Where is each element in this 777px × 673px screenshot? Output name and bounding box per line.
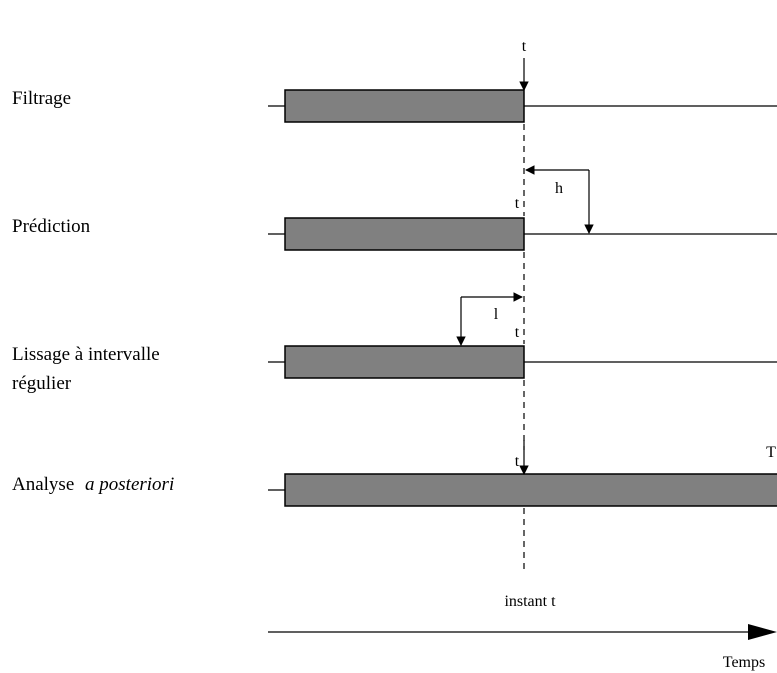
analyse-bar [284, 473, 777, 507]
row-label-analyse-italic: a posteriori [85, 474, 174, 495]
analyse-t-label: t [515, 453, 520, 470]
row-label-analyse-prefix: Analyse [12, 474, 74, 495]
row-label-filtrage: Filtrage [12, 88, 71, 109]
prediction-t-label: t [515, 195, 520, 212]
analyse-end-label: T [766, 444, 776, 461]
time-axis-arrowhead [748, 624, 777, 640]
prediction-h-label: h [555, 180, 563, 197]
filtrage-t-label: t [522, 38, 527, 55]
filtrage-bar [284, 89, 525, 123]
prediction-bar [284, 217, 525, 251]
row-label-lissage-line1: Lissage à intervalle [12, 344, 160, 365]
row-label-lissage-line2: régulier [12, 373, 72, 394]
lissage-bar [284, 345, 525, 379]
row-label-prediction: Prédiction [12, 216, 91, 237]
instant-label: instant t [504, 593, 556, 610]
row-label-analyse: Analyse a posteriori [12, 474, 174, 495]
lissage-l-label: l [494, 306, 499, 323]
lissage-t-label: t [515, 324, 520, 341]
time-axis-label: Temps [723, 654, 765, 671]
